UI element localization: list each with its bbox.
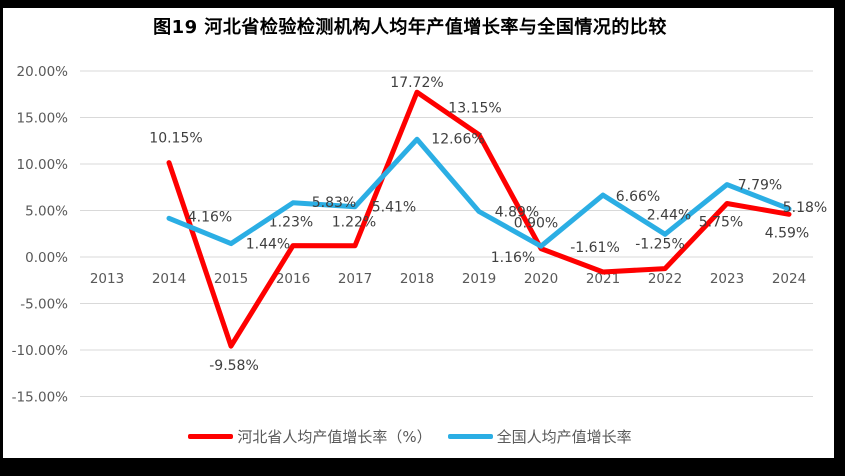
y-tick-label: 10.00% (17, 157, 69, 173)
data-label: 7.79% (738, 178, 782, 194)
data-label: 6.66% (616, 189, 660, 205)
y-tick-label: 15.00% (17, 111, 69, 127)
data-label: 2.44% (647, 207, 691, 223)
data-label: 4.16% (188, 209, 232, 225)
y-tick-label: -5.00% (20, 297, 68, 313)
data-label: 5.83% (312, 195, 356, 211)
y-tick-label: 20.00% (17, 64, 69, 80)
scan-border-left (0, 0, 3, 476)
data-label: 4.89% (495, 205, 539, 221)
data-label: 1.22% (332, 215, 376, 231)
data-label: 1.44% (246, 237, 290, 253)
series-line-national (166, 136, 792, 249)
chart-legend: 河北省人均产值增长率（%） 全国人均产值增长率 (0, 426, 820, 447)
x-tick-label: 2018 (400, 271, 434, 287)
data-label: 12.66% (431, 131, 484, 147)
y-tick-label: 5.00% (25, 204, 68, 220)
y-tick-label: -10.00% (12, 343, 69, 359)
scan-border-right (834, 0, 845, 476)
x-tick-label: 2013 (90, 271, 124, 287)
scan-border-bottom (0, 458, 845, 476)
x-tick-label: 2023 (710, 271, 744, 287)
data-label: 1.16% (491, 250, 535, 266)
x-tick-label: 2014 (152, 271, 186, 287)
scan-border-top (0, 0, 845, 8)
legend-item-hebei: 河北省人均产值增长率（%） (188, 426, 432, 447)
y-tick-label: 0.00% (25, 250, 68, 266)
legend-label-national: 全国人均产值增长率 (496, 428, 632, 446)
y-tick-label: -15.00% (12, 390, 69, 406)
data-label: 5.41% (372, 200, 416, 216)
data-label: 10.15% (149, 131, 202, 147)
data-label: 0.90% (514, 216, 558, 232)
legend-item-national: 全国人均产值增长率 (447, 426, 632, 447)
chart-title: 图19 河北省检验检测机构人均年产值增长率与全国情况的比较 (153, 17, 667, 38)
x-tick-label: 2019 (462, 271, 496, 287)
x-tick-label: 2022 (648, 271, 682, 287)
data-label: -1.61% (570, 240, 620, 256)
x-tick-label: 2020 (524, 271, 558, 287)
data-label: 1.23% (269, 215, 313, 231)
data-label: 13.15% (448, 101, 501, 117)
data-label: 5.75% (699, 215, 743, 231)
data-label: -9.58% (209, 358, 259, 374)
data-label: 4.59% (765, 225, 809, 241)
legend-label-hebei: 河北省人均产值增长率（%） (237, 428, 432, 446)
legend-swatch-hebei-line (188, 434, 234, 439)
legend-swatch-national-line (447, 434, 493, 439)
data-label: 5.18% (783, 200, 827, 216)
x-tick-label: 2021 (586, 271, 620, 287)
series-line-hebei (166, 89, 792, 349)
x-tick-label: 2024 (772, 271, 806, 287)
data-label: 17.72% (390, 75, 443, 91)
x-tick-label: 2016 (276, 271, 310, 287)
data-label: -1.25% (635, 237, 685, 253)
x-tick-label: 2015 (214, 271, 248, 287)
x-tick-label: 2017 (338, 271, 372, 287)
